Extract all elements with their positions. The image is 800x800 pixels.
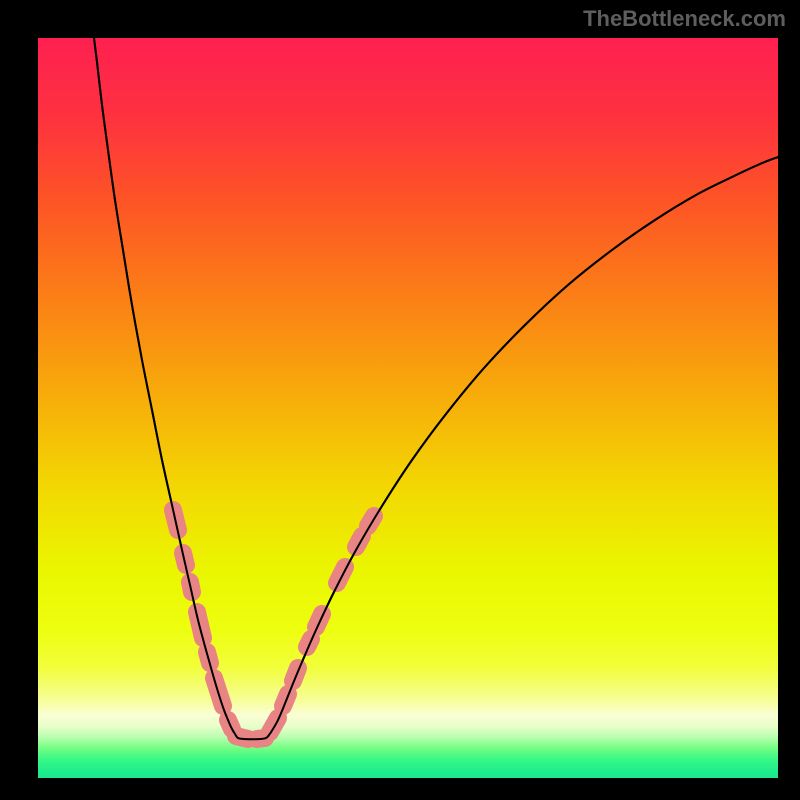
overlay-svg xyxy=(38,38,778,778)
marker-capsule xyxy=(270,718,278,732)
watermark-text: TheBottleneck.com xyxy=(583,6,786,32)
curve-markers xyxy=(173,510,374,739)
marker-capsule xyxy=(337,567,345,583)
plot-area xyxy=(38,38,778,778)
figure-canvas: TheBottleneck.com xyxy=(0,0,800,800)
